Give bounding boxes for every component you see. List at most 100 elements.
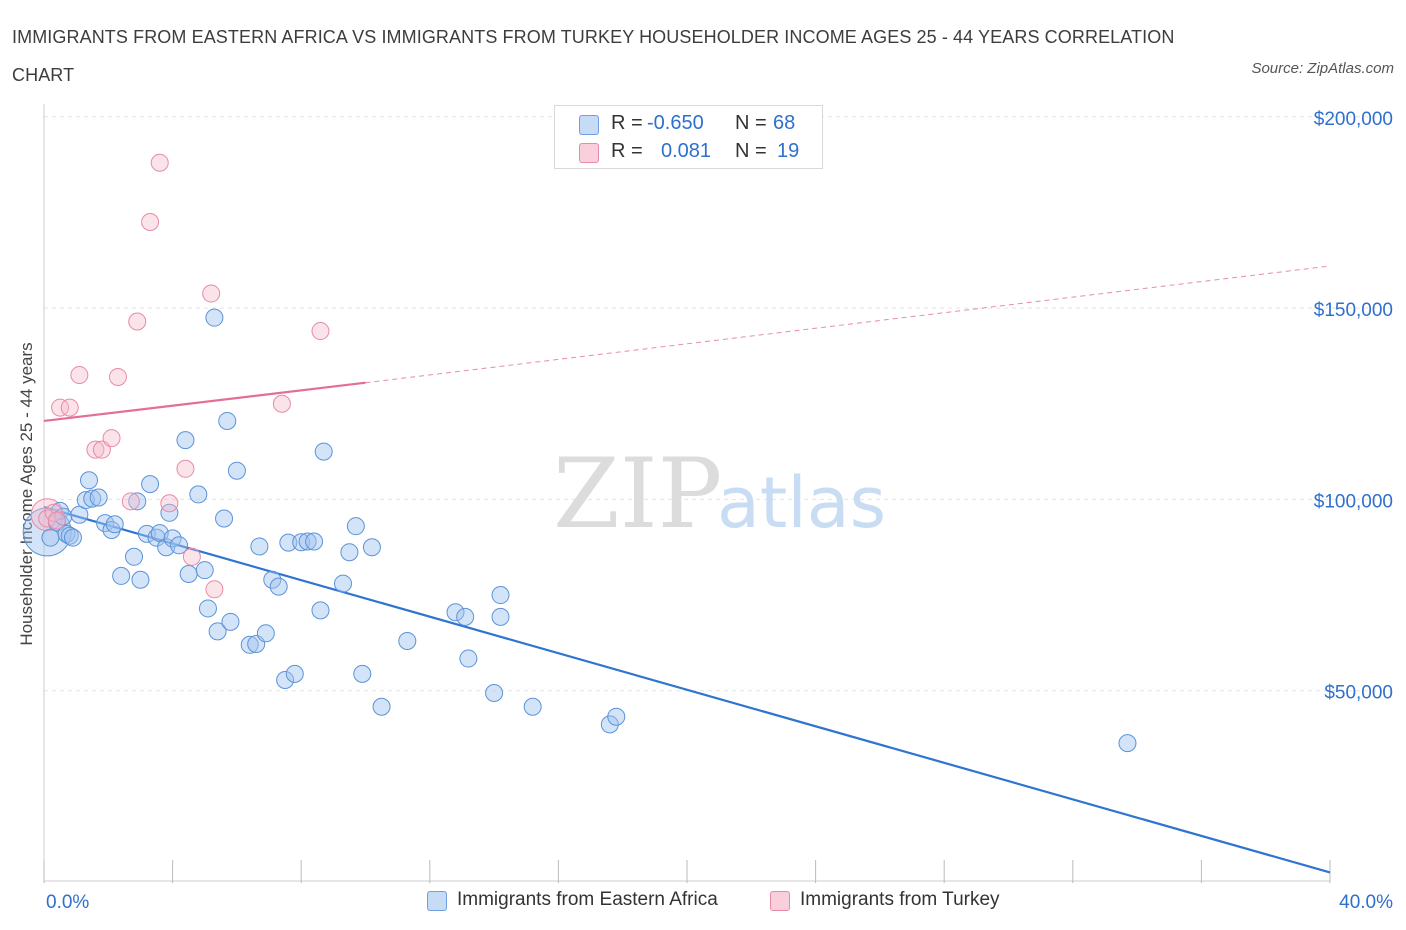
turkey-point <box>60 398 79 417</box>
grid-lines <box>44 116 1392 692</box>
eastern-africa-point <box>198 599 217 618</box>
turkey-point <box>272 394 291 413</box>
eastern-africa-point <box>372 697 391 716</box>
eastern-africa-point <box>523 697 542 716</box>
eastern-africa-point <box>485 683 504 702</box>
legend-swatch-pink <box>579 143 599 163</box>
eastern-africa-point <box>125 547 144 566</box>
x-tick-labels: 0.0% 40.0% <box>46 892 1393 913</box>
eastern-africa-point <box>131 570 150 589</box>
eastern-africa-point <box>362 538 381 557</box>
eastern-africa-point <box>279 533 298 552</box>
series-legend: Immigrants from Eastern Africa Immigrant… <box>0 889 1406 915</box>
eastern-africa-point <box>491 586 510 605</box>
eastern-africa-point <box>314 442 333 461</box>
turkey-point <box>160 494 179 513</box>
legend-swatch-pink <box>770 891 790 911</box>
eastern-africa-point <box>128 492 147 511</box>
eastern-africa-point <box>141 475 160 494</box>
eastern-africa-point <box>292 533 311 552</box>
turkey-point <box>108 367 127 386</box>
trend-lines <box>43 265 1331 874</box>
correlation-legend: R = -0.650 N = 68 R = 0.081 N = 19 <box>554 105 823 169</box>
x-tick-label: 0.0% <box>46 892 89 913</box>
r-value: -0.650 <box>647 112 704 134</box>
turkey-point <box>51 398 70 417</box>
turkey-point <box>121 492 140 511</box>
n-value: 68 <box>773 112 796 134</box>
eastern-africa-point <box>250 537 269 556</box>
y-tick-label: $150,000 <box>1314 300 1393 321</box>
eastern-africa-point <box>256 624 275 643</box>
turkey-point <box>92 440 111 459</box>
eastern-africa-point <box>221 612 240 631</box>
n-value: 19 <box>777 140 800 162</box>
turkey-point <box>141 213 160 232</box>
eastern-africa-point <box>60 526 79 545</box>
turkey-point <box>47 511 66 530</box>
source-label: Source: ZipAtlas.com <box>1251 60 1394 77</box>
eastern-africa-point <box>83 489 102 508</box>
eastern-africa-point <box>195 561 214 580</box>
eastern-africa-point <box>218 411 237 430</box>
axes <box>43 104 1331 883</box>
eastern-africa-point <box>215 509 234 528</box>
turkey-point <box>102 429 121 448</box>
turkey-point <box>202 284 221 303</box>
eastern-africa-point <box>179 565 198 584</box>
eastern-africa-point <box>346 517 365 536</box>
eastern-africa-point <box>208 622 227 641</box>
eastern-africa-point <box>137 524 156 543</box>
r-label: R = <box>611 112 643 134</box>
eastern-africa-point <box>102 521 121 540</box>
turkey-point <box>182 547 201 566</box>
x-tick-label: 40.0% <box>1339 892 1393 913</box>
eastern-africa-point <box>63 528 82 547</box>
eastern-africa-point <box>227 461 246 480</box>
y-tick-label: $200,000 <box>1314 109 1393 130</box>
turkey-point <box>70 366 89 385</box>
eastern-africa-point <box>240 635 259 654</box>
eastern-africa-point <box>176 431 195 450</box>
eastern-africa-point <box>607 707 626 726</box>
eastern-africa-point <box>263 570 282 589</box>
eastern-africa-point <box>298 532 317 551</box>
eastern-africa-point <box>600 715 619 734</box>
eastern-africa-point <box>80 471 99 490</box>
eastern-africa-point <box>205 308 224 327</box>
y-tick-labels: $50,000 $100,000 $150,000 $200,000 <box>1314 109 1393 704</box>
legend-swatch-blue <box>579 115 599 135</box>
chart-title: IMMIGRANTS FROM EASTERN AFRICA VS IMMIGR… <box>12 27 1175 85</box>
eastern-africa-point <box>160 503 179 522</box>
turkey-trend-extension <box>365 265 1331 384</box>
turkey-trend-line <box>43 381 366 423</box>
eastern-africa-trend-line <box>43 505 1331 874</box>
eastern-africa-point <box>285 664 304 683</box>
eastern-africa-point <box>305 532 324 551</box>
watermark-zip: ZIP <box>553 438 722 550</box>
n-label: N = <box>735 112 767 134</box>
eastern-africa-point <box>340 543 359 562</box>
eastern-africa-point <box>276 670 295 689</box>
y-tick-label: $50,000 <box>1324 683 1393 704</box>
eastern-africa-point <box>96 514 115 533</box>
n-label: N = <box>735 140 767 162</box>
eastern-africa-point <box>269 577 288 596</box>
eastern-africa-point <box>105 515 124 534</box>
turkey-point <box>176 459 195 478</box>
turkey-point <box>150 153 169 172</box>
eastern-africa-point <box>112 566 131 585</box>
eastern-africa-point <box>1118 734 1137 753</box>
turkey-point <box>205 580 224 599</box>
turkey-point <box>128 312 147 331</box>
eastern-africa-point <box>311 601 330 620</box>
eastern-africa-point <box>491 607 510 626</box>
legend-swatch-blue <box>427 891 447 911</box>
eastern-africa-point <box>353 664 372 683</box>
r-label: R = <box>611 140 643 162</box>
eastern-africa-point <box>189 485 208 504</box>
eastern-africa-point <box>41 528 60 547</box>
eastern-africa-point <box>89 488 108 507</box>
eastern-africa-point <box>459 649 478 668</box>
